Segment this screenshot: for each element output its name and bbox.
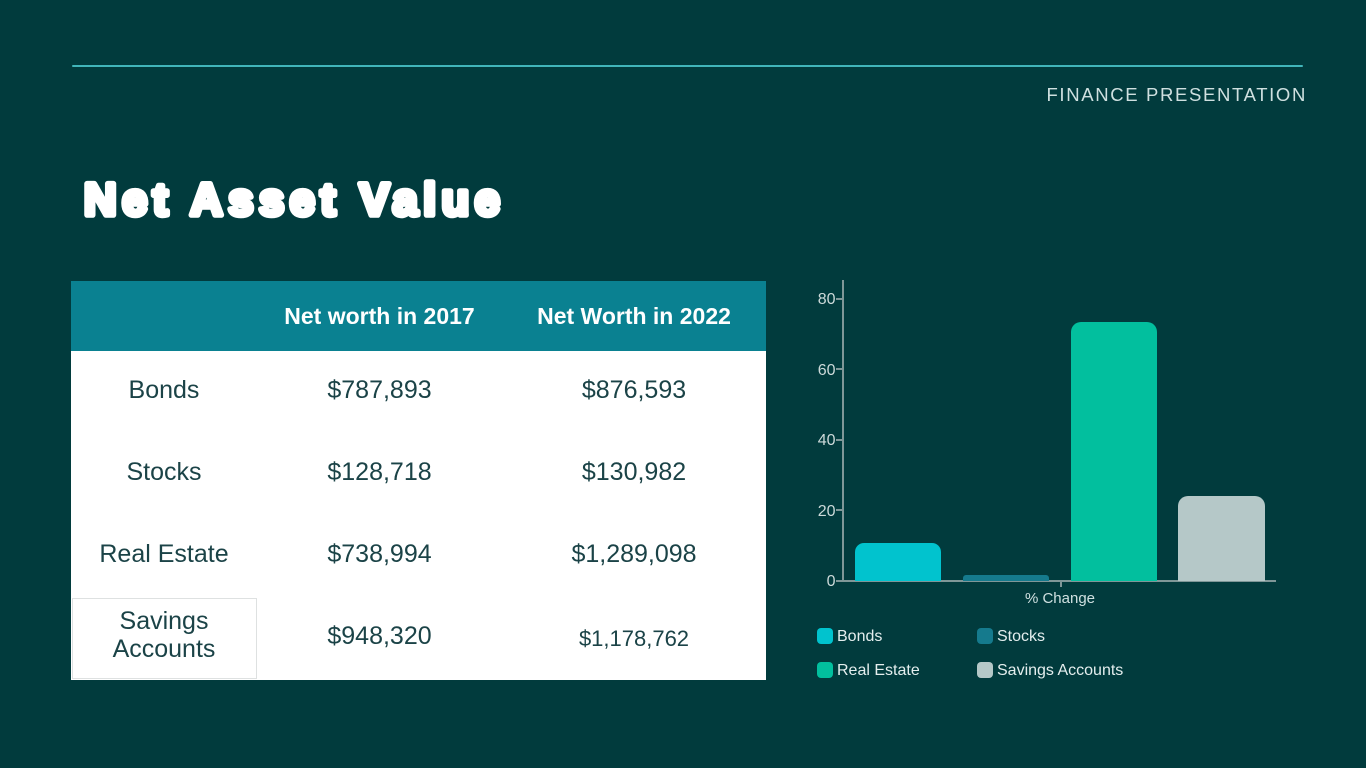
- svg-text:Net Asset Value: Net Asset Value: [84, 174, 505, 225]
